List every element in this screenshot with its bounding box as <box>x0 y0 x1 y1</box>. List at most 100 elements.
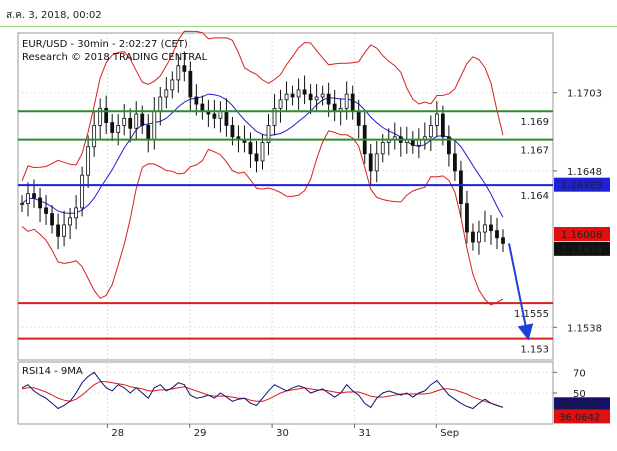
x-tick-label: 30 <box>276 428 289 439</box>
candle-body <box>344 93 349 109</box>
candle-body <box>296 89 301 98</box>
candle-body <box>110 122 115 133</box>
candle-body <box>170 79 175 91</box>
candle-body <box>188 70 193 98</box>
candle-body <box>290 93 295 98</box>
forecast-arrow <box>508 243 534 341</box>
candle-body <box>92 125 97 148</box>
candle-body <box>50 213 54 226</box>
level-label: 1.169 <box>520 117 549 128</box>
candle-body <box>489 224 493 232</box>
candle-body <box>459 170 463 205</box>
candle-body <box>483 224 487 233</box>
candle-body <box>314 96 319 101</box>
candle-body <box>212 113 217 119</box>
rsi-tag-box <box>554 409 610 424</box>
candle-body <box>266 125 271 143</box>
chart-title: EUR/USD - 30min - 2:02:27 (CET) <box>22 39 188 50</box>
candle-body <box>440 113 445 138</box>
candle-body <box>302 89 307 95</box>
rsi-label: RSI14 - 9MA <box>22 366 83 377</box>
bollinger-upper <box>21 30 504 182</box>
candle-body <box>122 117 127 126</box>
candle-body <box>146 125 151 141</box>
candle-body <box>218 110 223 119</box>
price-tag-label: 1.16008 <box>561 230 602 241</box>
candle-body <box>176 65 181 81</box>
candle-body <box>471 231 475 243</box>
y-tick-label: 1.1538 <box>567 323 602 334</box>
candle-body <box>260 142 265 162</box>
candle-body <box>308 93 313 101</box>
candle-body <box>278 99 283 109</box>
price-panel <box>17 32 554 361</box>
candle-body <box>254 153 259 162</box>
x-tick-label: 31 <box>358 428 371 439</box>
price-tag-box <box>554 241 610 256</box>
candle-body <box>332 103 337 112</box>
candle-body <box>200 103 205 112</box>
x-tick-label: 28 <box>111 428 124 439</box>
candle-body <box>44 207 48 214</box>
price-candles <box>20 51 505 255</box>
candle-body <box>182 65 187 72</box>
candle-body <box>368 153 373 172</box>
price-tag-label: 1.16383 <box>561 181 602 192</box>
candle-body <box>272 107 277 126</box>
price-tag-box <box>554 227 610 242</box>
candle-body <box>230 125 235 138</box>
price-grid <box>18 33 553 360</box>
candle-body <box>164 89 169 98</box>
candle-body <box>320 93 325 98</box>
chart-subtitle: Research © 2018 TRADING CENTRAL <box>22 52 208 63</box>
candle-body <box>20 203 24 206</box>
candle-body <box>56 224 60 237</box>
candle-body <box>501 237 505 244</box>
candle-body <box>284 93 289 101</box>
candle-body <box>434 113 439 126</box>
candle-body <box>350 93 355 112</box>
candle-body <box>134 113 139 129</box>
candle-body <box>194 96 199 105</box>
candle-body <box>356 110 361 126</box>
rsi-line <box>21 371 504 410</box>
y-tick-label: 1.1703 <box>567 89 602 100</box>
rsi-tag-box <box>554 397 610 412</box>
candle-body <box>495 230 499 239</box>
candle-body <box>86 146 91 176</box>
candle-body <box>152 110 157 141</box>
candle-body <box>62 224 66 237</box>
candle-body <box>38 197 42 209</box>
time-axis: 28 29 30 31 Sep <box>106 424 459 439</box>
x-tick-label: 29 <box>194 428 207 439</box>
price-tag-label: 1.15974 <box>561 245 602 256</box>
level-label: 1.164 <box>520 191 549 202</box>
candle-body <box>428 125 433 138</box>
candle-body <box>374 153 379 172</box>
y-tick-label: 1.1648 <box>567 167 602 178</box>
candle-body <box>74 207 79 219</box>
candle-body <box>98 107 103 126</box>
support-resistance-levels: 1.169 1.167 1.164 1.1555 1.153 <box>18 110 553 356</box>
bollinger-lower <box>21 130 504 306</box>
rsi-lines <box>21 371 504 410</box>
price-tags: 1.16383 1.16008 1.15974 <box>554 177 610 256</box>
candle-body <box>326 93 331 105</box>
candle-body <box>26 193 30 205</box>
candle-body <box>32 193 36 199</box>
price-axis: 1.1703 1.1648 1.1538 <box>553 89 602 334</box>
level-label: 1.153 <box>520 345 549 356</box>
candle-body <box>380 142 385 155</box>
candle-body <box>477 231 481 243</box>
price-tag-box <box>554 177 610 192</box>
rsi-ma-line <box>21 381 504 408</box>
candle-body <box>80 174 85 209</box>
candle-body <box>128 117 133 129</box>
rsi-tick-label: 50 <box>573 389 586 400</box>
candle-body <box>158 96 163 112</box>
candle-body <box>248 142 253 155</box>
candle-body <box>446 136 451 155</box>
candle-body <box>104 107 109 123</box>
